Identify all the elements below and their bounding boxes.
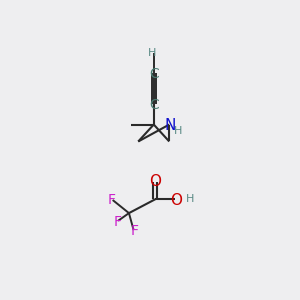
Text: F: F [130, 224, 138, 238]
Text: O: O [149, 174, 161, 189]
Text: C: C [150, 67, 159, 81]
Text: O: O [170, 193, 182, 208]
Text: N: N [164, 118, 176, 133]
Text: H: H [174, 127, 183, 136]
Text: H: H [186, 194, 194, 204]
Text: C: C [150, 98, 159, 112]
Text: H: H [148, 48, 156, 58]
Text: F: F [108, 193, 116, 207]
Text: F: F [113, 214, 121, 229]
